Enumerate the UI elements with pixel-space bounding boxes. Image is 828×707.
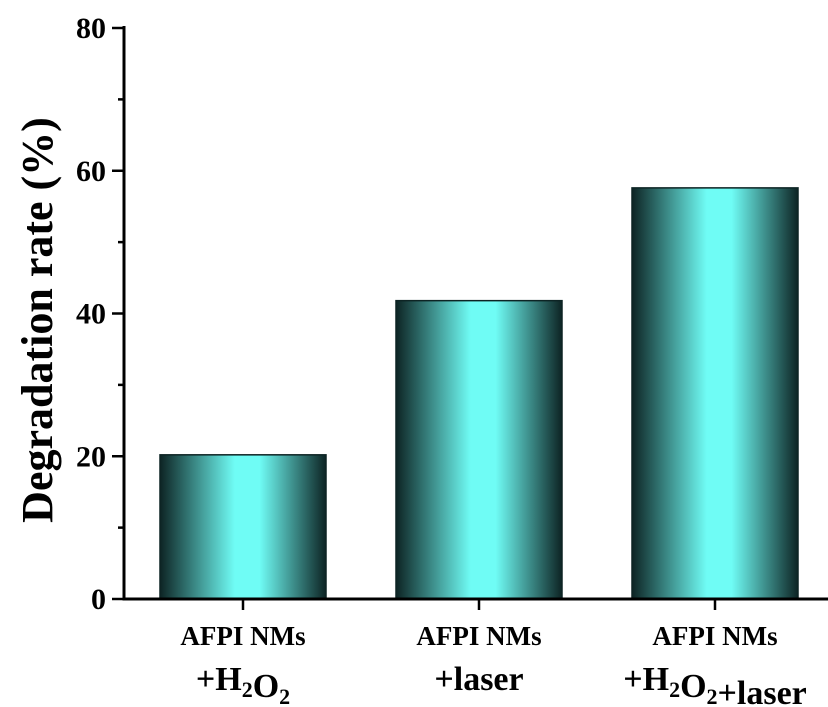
y-tick-label: 0 <box>91 583 106 616</box>
y-axis-label: Degradation rate (%) <box>13 117 62 523</box>
bars <box>159 187 799 600</box>
axes <box>112 26 828 610</box>
y-tick-label: 40 <box>76 298 106 331</box>
y-tick-label: 20 <box>76 440 106 473</box>
x-tick-label-line2: +H2O2+laser <box>623 661 807 707</box>
bar-3 <box>631 187 799 600</box>
x-tick-label-line2: +laser <box>434 661 523 698</box>
x-tick-label-line1: AFPI NMs <box>416 621 541 651</box>
y-tick-label: 60 <box>76 155 106 188</box>
x-tick-label-line1: AFPI NMs <box>652 621 777 651</box>
bar-2 <box>395 299 563 600</box>
x-tick-label-line1: AFPI NMs <box>180 621 305 651</box>
x-tick-label-line2: +H2O2 <box>196 661 290 707</box>
bar-1 <box>159 454 327 600</box>
y-tick-label: 80 <box>76 12 106 45</box>
labels: 0 20 40 60 80 AFPI NMs +H2O2 AFPI NMs +laser AFPI… <box>76 12 807 707</box>
